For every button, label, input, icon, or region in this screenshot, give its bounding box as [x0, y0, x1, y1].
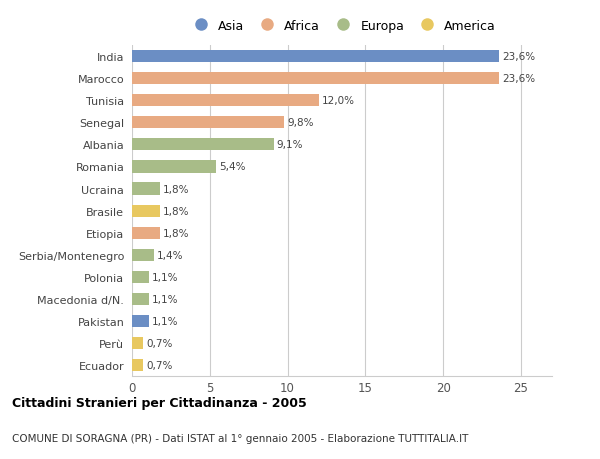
- Text: Cittadini Stranieri per Cittadinanza - 2005: Cittadini Stranieri per Cittadinanza - 2…: [12, 396, 307, 409]
- Bar: [132, 227, 160, 239]
- Legend: Asia, Africa, Europa, America: Asia, Africa, Europa, America: [184, 16, 500, 36]
- Text: 1,1%: 1,1%: [152, 294, 179, 304]
- Text: 1,8%: 1,8%: [163, 184, 190, 194]
- Bar: [132, 315, 149, 327]
- Text: 1,4%: 1,4%: [157, 250, 184, 260]
- Text: 23,6%: 23,6%: [502, 74, 535, 84]
- Text: 1,1%: 1,1%: [152, 272, 179, 282]
- Bar: [132, 95, 319, 107]
- Text: COMUNE DI SORAGNA (PR) - Dati ISTAT al 1° gennaio 2005 - Elaborazione TUTTITALIA: COMUNE DI SORAGNA (PR) - Dati ISTAT al 1…: [12, 433, 469, 442]
- Text: 9,1%: 9,1%: [277, 140, 303, 150]
- Text: 0,7%: 0,7%: [146, 338, 172, 348]
- Bar: [132, 271, 149, 283]
- Bar: [132, 183, 160, 195]
- Text: 0,7%: 0,7%: [146, 360, 172, 370]
- Text: 5,4%: 5,4%: [219, 162, 245, 172]
- Text: 23,6%: 23,6%: [502, 52, 535, 62]
- Text: 1,8%: 1,8%: [163, 206, 190, 216]
- Bar: [132, 205, 160, 217]
- Text: 12,0%: 12,0%: [322, 96, 355, 106]
- Text: 9,8%: 9,8%: [287, 118, 314, 128]
- Bar: [132, 337, 143, 349]
- Bar: [132, 51, 499, 63]
- Bar: [132, 293, 149, 305]
- Bar: [132, 249, 154, 261]
- Text: 1,8%: 1,8%: [163, 228, 190, 238]
- Bar: [132, 359, 143, 371]
- Text: 1,1%: 1,1%: [152, 316, 179, 326]
- Bar: [132, 73, 499, 85]
- Bar: [132, 161, 216, 173]
- Bar: [132, 139, 274, 151]
- Bar: [132, 117, 284, 129]
